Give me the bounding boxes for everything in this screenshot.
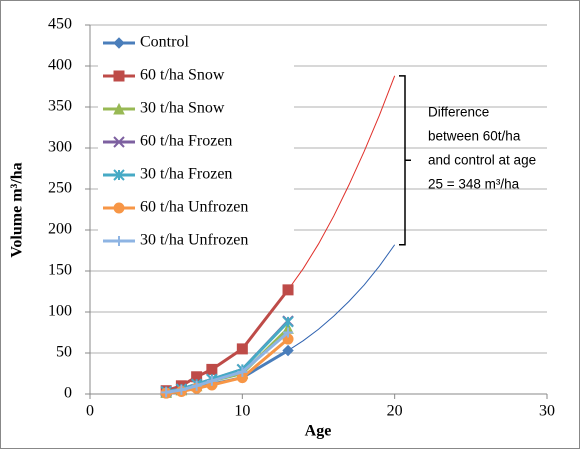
annotation: 25 = 348 m³/ha bbox=[428, 177, 520, 192]
marker bbox=[113, 202, 125, 214]
y-tick-label: 50 bbox=[56, 344, 72, 361]
marker bbox=[113, 136, 125, 148]
y-tick-label: 450 bbox=[48, 16, 72, 33]
marker bbox=[283, 327, 294, 338]
legend-label: 60 t/ha Unfrozen bbox=[140, 199, 248, 216]
annotation: between 60t/ha bbox=[428, 129, 521, 144]
x-tick-label: 20 bbox=[387, 403, 403, 420]
y-tick-label: 200 bbox=[48, 221, 72, 238]
marker bbox=[113, 70, 125, 82]
x-axis-title: Age bbox=[305, 423, 332, 440]
legend-label: 30 t/ha Unfrozen bbox=[140, 232, 248, 249]
marker bbox=[282, 344, 294, 357]
y-tick-label: 350 bbox=[48, 98, 72, 115]
bracket bbox=[399, 75, 411, 246]
trendline bbox=[287, 75, 396, 291]
marker bbox=[161, 387, 172, 398]
marker bbox=[206, 363, 218, 375]
annotation: Difference bbox=[428, 105, 489, 120]
marker bbox=[113, 102, 125, 115]
x-tick-label: 10 bbox=[234, 403, 250, 420]
y-tick-label: 400 bbox=[48, 57, 72, 74]
marker bbox=[237, 366, 248, 377]
marker bbox=[176, 384, 187, 395]
x-tick-label: 0 bbox=[86, 403, 94, 420]
marker bbox=[113, 169, 125, 181]
y-tick-label: 300 bbox=[48, 139, 72, 156]
marker bbox=[113, 37, 125, 49]
legend-label: 60 t/ha Snow bbox=[140, 67, 225, 84]
legend-label: 60 t/ha Frozen bbox=[140, 133, 232, 150]
marker bbox=[206, 375, 217, 386]
y-tick-label: 250 bbox=[48, 180, 72, 197]
trendline bbox=[287, 244, 396, 351]
annotation: and control at age bbox=[428, 153, 536, 168]
marker bbox=[114, 236, 124, 246]
legend-label: 30 t/ha Snow bbox=[140, 100, 225, 117]
x-tick-label: 30 bbox=[539, 403, 555, 420]
marker bbox=[282, 284, 294, 296]
marker bbox=[236, 343, 248, 355]
legend-label: 30 t/ha Frozen bbox=[140, 166, 232, 183]
y-tick-label: 100 bbox=[48, 303, 72, 320]
y-tick-label: 150 bbox=[48, 262, 72, 279]
y-axis-title: Volume m³/ha bbox=[9, 162, 26, 257]
marker bbox=[191, 380, 202, 391]
y-tick-label: 0 bbox=[64, 385, 72, 402]
legend-label: Control bbox=[140, 34, 189, 51]
marker bbox=[282, 316, 294, 328]
